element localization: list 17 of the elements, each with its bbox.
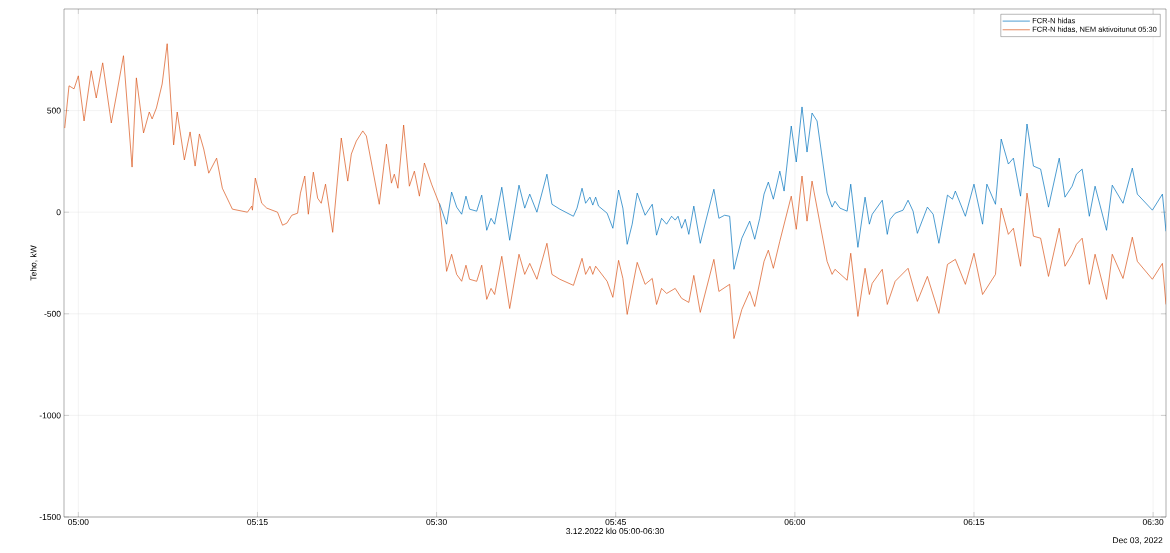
y-tick-label: -1500: [39, 514, 61, 520]
y-tick-label: -1000: [39, 412, 61, 419]
y-tick-label: 500: [47, 107, 61, 114]
x-tick-label: 06:30: [1142, 519, 1164, 526]
x-tick-label: 05:30: [426, 519, 447, 526]
x-tick-label: 05:00: [68, 519, 89, 526]
y-axis-title: Teho, kW: [30, 245, 38, 281]
x-axis-title: 3.12.2022 klo 05:00-06:30: [566, 527, 664, 535]
x-tick-label: 06:00: [784, 519, 806, 526]
text: Dec 03, 2022: [1113, 537, 1163, 545]
y-tick-label: -500: [44, 310, 61, 317]
x-tick-label: 05:15: [247, 519, 268, 526]
x-tick-label: 06:15: [963, 519, 985, 526]
line-series: [64, 43, 1166, 339]
y-tick-label: 0: [56, 209, 61, 216]
x-tick-label: 05:45: [605, 519, 626, 526]
line-series: [439, 106, 1166, 270]
